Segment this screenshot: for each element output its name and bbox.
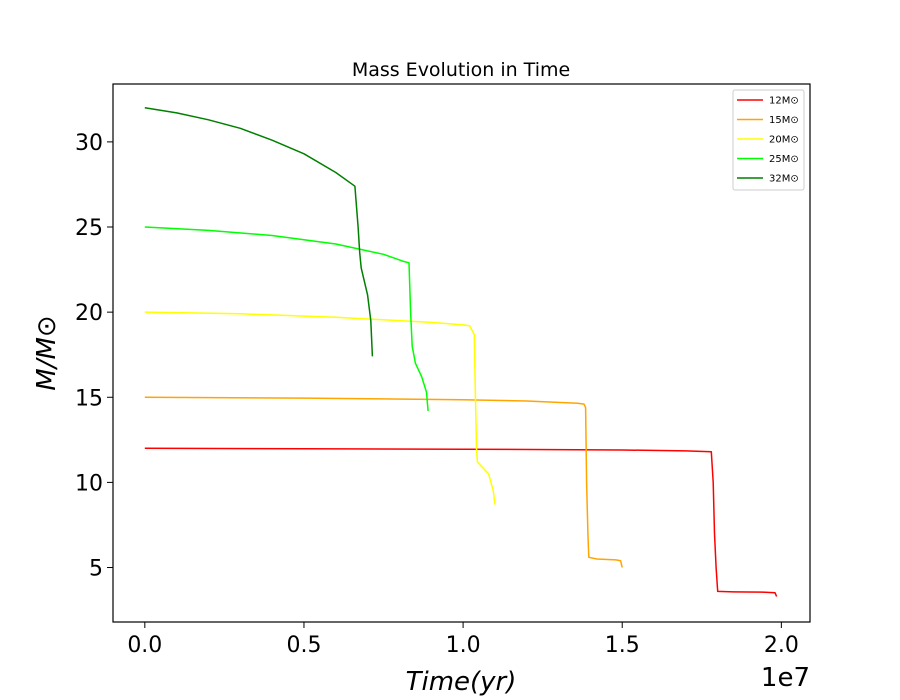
y-tick-label: 15 xyxy=(75,386,103,411)
series-layer xyxy=(144,107,778,597)
legend-entry: 25M⊙ xyxy=(769,154,799,165)
legend: 12M⊙ 15M⊙ 20M⊙ 25M⊙ 32M⊙ xyxy=(732,89,805,191)
chart-title: Mass Evolution in Time xyxy=(352,59,570,81)
x-tick-label: 2.0 xyxy=(764,633,799,658)
series-line-2 xyxy=(144,396,623,568)
series-line-5 xyxy=(144,107,374,357)
legend-box xyxy=(732,89,805,191)
y-axis-ticks: 5 10 15 20 25 30 xyxy=(75,131,113,582)
x-tick-label: 1.5 xyxy=(605,633,640,658)
x-tick-label: 0.5 xyxy=(286,633,321,658)
y-tick-label: 20 xyxy=(75,301,103,326)
x-axis-label: Time(yr) xyxy=(406,667,517,697)
y-axis-label: M/M⊙ xyxy=(32,315,62,390)
y-tick-label: 10 xyxy=(75,471,103,496)
legend-entry: 15M⊙ xyxy=(769,115,799,126)
legend-entry: 32M⊙ xyxy=(769,174,799,185)
x-tick-label: 0.0 xyxy=(127,633,162,658)
y-tick-label: 5 xyxy=(89,557,103,582)
x-axis-ticks: 0.0 0.5 1.0 1.5 2.0 xyxy=(127,622,799,658)
x-tick-label: 1.0 xyxy=(446,633,481,658)
y-tick-label: 25 xyxy=(75,216,103,241)
series-line-3 xyxy=(144,311,496,505)
series-line-1 xyxy=(144,447,778,597)
plot-frame xyxy=(112,83,811,623)
x-axis-offset-label: 1e7 xyxy=(761,663,810,693)
legend-entry: 20M⊙ xyxy=(769,135,799,146)
legend-entry: 12M⊙ xyxy=(769,96,799,107)
y-tick-label: 30 xyxy=(75,131,103,156)
series-line-4 xyxy=(144,226,429,411)
